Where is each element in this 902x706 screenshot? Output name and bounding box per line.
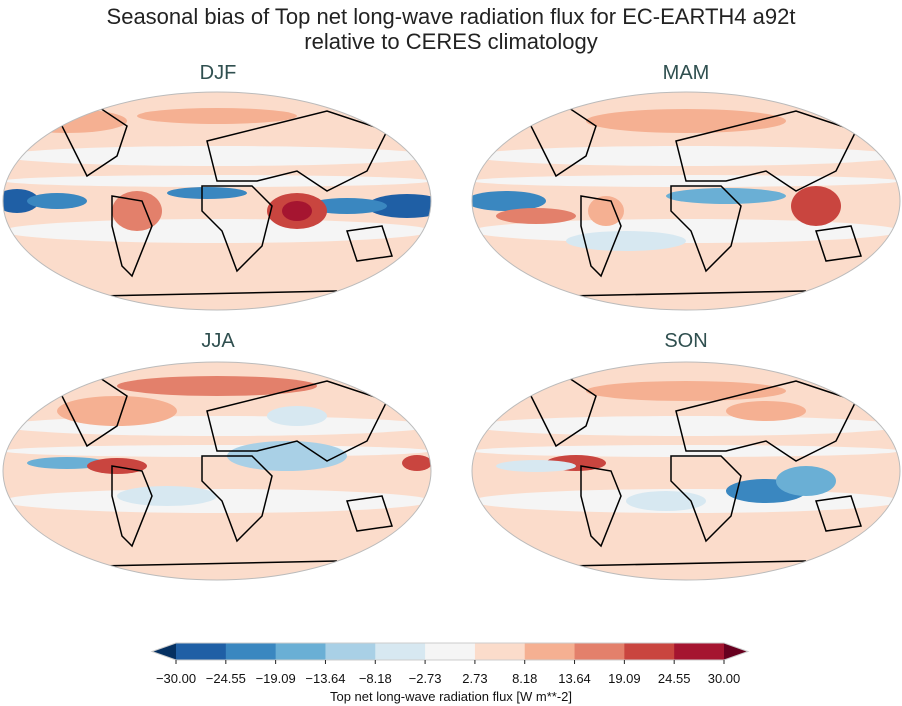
colorbar-segment: [574, 643, 625, 660]
coastline: [346, 225, 393, 262]
bias-region: [167, 187, 247, 199]
map-border-mam: [471, 91, 901, 311]
map-field-mam: [472, 105, 900, 297]
coastline: [206, 110, 389, 192]
near-zero-band: [3, 489, 431, 513]
colorbar-tick-label: −13.64: [305, 671, 346, 686]
colorbar-segment: [624, 643, 675, 660]
figure-title-line1: Seasonal bias of Top net long-wave radia…: [106, 4, 796, 29]
colorbar-segment: [325, 643, 376, 660]
colorbar-segment: [474, 643, 526, 660]
colorbar-segment: [524, 643, 576, 660]
bias-region: [496, 208, 576, 224]
colorbar-tick-label: 30.00: [707, 671, 741, 686]
panel-title-mam: MAM: [662, 62, 710, 84]
coastline: [565, 290, 807, 297]
coastline: [565, 560, 807, 567]
map-field-djf: [3, 105, 431, 297]
bias-region: [566, 231, 686, 251]
bias-region: [367, 194, 431, 218]
coastline: [670, 455, 742, 543]
panel-title-jja: JJA: [201, 330, 235, 352]
colorbar-tick-label: −2.73: [408, 671, 442, 686]
bias-region: [27, 193, 87, 209]
bias-region: [586, 109, 786, 133]
coastline: [670, 185, 742, 273]
bias-region: [7, 109, 127, 133]
coastline: [96, 290, 338, 297]
colorbar-tick-label: 13.64: [558, 671, 591, 686]
colorbar-segment: [674, 643, 725, 660]
coastline: [346, 495, 393, 532]
colorbar-extend-over: [724, 643, 748, 660]
coastline: [111, 465, 153, 548]
bias-region: [776, 466, 836, 496]
near-zero-band: [3, 146, 431, 166]
map-field-son: [472, 375, 900, 567]
map-border-jja: [2, 361, 432, 581]
bias-region: [726, 401, 806, 421]
near-zero-band: [472, 146, 900, 166]
bias-region: [117, 486, 217, 506]
colorbar-label: Top net long-wave radiation flux [W m**-…: [329, 689, 573, 704]
colorbar-tick-label: −8.18: [358, 671, 392, 686]
colorbar-tick-label: 2.73: [462, 671, 488, 686]
colorbar-tick-label: 19.09: [608, 671, 641, 686]
map-border-son: [471, 361, 901, 581]
coastline: [815, 495, 862, 532]
colorbar-extend-under: [152, 643, 176, 660]
bias-region: [282, 201, 312, 221]
colorbar-tick-label: 24.55: [657, 671, 691, 686]
coastline: [111, 195, 153, 278]
bias-region: [307, 198, 387, 214]
near-zero-band: [472, 416, 900, 436]
colorbar-tick-label: −24.55: [205, 671, 246, 686]
panel-title-djf: DJF: [199, 62, 237, 84]
coastline: [675, 380, 858, 462]
colorbar-segment: [176, 643, 227, 660]
colorbar-segment: [425, 643, 476, 660]
coastline: [96, 560, 338, 567]
coastline: [206, 380, 389, 462]
bias-region: [87, 458, 147, 474]
bias-region: [137, 108, 297, 124]
bias-region: [791, 186, 841, 226]
coastline: [815, 225, 862, 262]
bias-region: [227, 441, 347, 471]
colorbar-tick-label: −30.00: [155, 671, 197, 686]
bias-region: [402, 455, 431, 471]
coastline: [580, 195, 622, 278]
coastline: [201, 185, 273, 273]
bias-region: [3, 189, 39, 213]
figure-title-line2: relative to CERES climatology: [304, 29, 598, 54]
coastline: [580, 465, 622, 548]
panel-title-son: SON: [664, 330, 708, 352]
map-border-djf: [2, 91, 432, 311]
bias-region: [588, 196, 624, 226]
colorbar-segment: [225, 643, 277, 660]
bias-region: [666, 188, 786, 204]
map-background-djf: [3, 92, 431, 310]
colorbar-segment: [275, 643, 326, 660]
coastline: [675, 110, 858, 192]
colorbar-tick-label: −19.09: [255, 671, 296, 686]
colorbar-tick-label: 8.18: [512, 671, 538, 686]
bias-region: [117, 376, 317, 396]
near-zero-band: [3, 219, 431, 243]
coastline: [201, 455, 273, 543]
bias-region: [496, 460, 576, 472]
bias-region: [267, 406, 327, 426]
bias-region: [57, 396, 177, 426]
map-field-jja: [3, 375, 431, 567]
colorbar-segment: [375, 643, 426, 660]
bias-region: [472, 191, 546, 211]
